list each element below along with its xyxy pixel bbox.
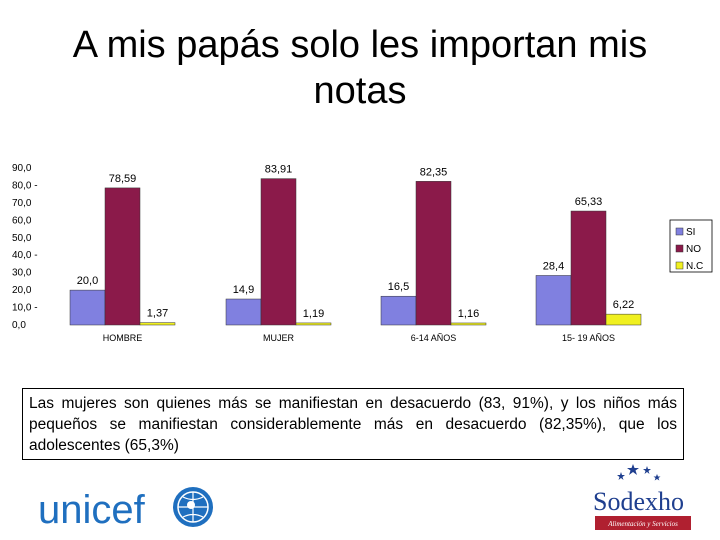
bar-no — [104, 187, 141, 326]
data-label: 16,5 — [388, 281, 409, 293]
category-label: MUJER — [263, 333, 294, 343]
category-label: 15- 19 AÑOS — [562, 333, 615, 343]
y-tick-label: 40,0 - — [12, 250, 38, 261]
legend-swatch-si — [675, 227, 684, 236]
unicef-logo-text: unicef — [38, 488, 146, 532]
bar-no — [415, 181, 452, 326]
bar-no — [570, 210, 607, 326]
y-tick-label: 0,0 — [12, 320, 26, 331]
data-label: 83,91 — [265, 164, 293, 176]
legend-swatch-nc — [675, 261, 684, 270]
unicef-emblem-icon — [173, 487, 213, 527]
data-label: 1,19 — [303, 308, 324, 320]
data-label: 14,9 — [233, 284, 254, 296]
data-label: 1,37 — [147, 308, 168, 320]
bar-nc — [295, 322, 332, 326]
data-label: 1,16 — [458, 308, 479, 320]
legend-label: N.C — [686, 261, 703, 272]
data-label: 28,4 — [543, 260, 564, 272]
page-title: A mis papás solo les importan mis notas — [72, 24, 648, 112]
bar-si — [535, 275, 572, 326]
bar-no — [260, 178, 297, 326]
bar-nc — [139, 322, 176, 326]
y-tick-label: 60,0 — [12, 215, 32, 226]
legend-label: SI — [686, 227, 695, 238]
legend-swatch-no — [675, 244, 684, 253]
data-label: 65,33 — [575, 196, 603, 208]
data-label: 20,0 — [77, 275, 98, 287]
data-label: 78,59 — [109, 173, 137, 185]
y-tick-label: 30,0 — [12, 268, 32, 279]
sodexho-logo-text: Sodexho — [593, 487, 684, 516]
legend-label: NO — [686, 244, 701, 255]
y-tick-label: 10,0 - — [12, 303, 38, 314]
sodexho-logo: Sodexho Alimentación y Servicios — [593, 464, 691, 530]
y-tick-label: 70,0 — [12, 198, 32, 209]
sodexho-tagline: Alimentación y Servicios — [607, 520, 678, 528]
category-label: 6-14 AÑOS — [411, 333, 457, 343]
category-label: HOMBRE — [103, 333, 143, 343]
y-tick-label: 50,0 — [12, 233, 32, 244]
chart-note: Las mujeres son quienes más se manifiest… — [22, 388, 684, 460]
bar-si — [225, 298, 262, 326]
bar-nc — [605, 313, 642, 326]
bar-nc — [450, 322, 487, 326]
y-tick-label: 80,0 - — [12, 180, 38, 191]
unicef-logo: unicef — [38, 487, 213, 532]
y-tick-label: 20,0 — [12, 285, 32, 296]
data-label: 6,22 — [613, 299, 634, 311]
data-label: 82,35 — [420, 166, 448, 178]
y-tick-label: 90,0 — [12, 163, 32, 174]
star-icon — [617, 464, 661, 481]
bar-chart: 0,0 10,0 - 20,0 30,0 40,0 - 50,0 60,0 70,0 80,0 … — [12, 163, 713, 343]
bar-si — [69, 289, 106, 326]
bar-si — [380, 295, 417, 326]
sodexho-tagline-bar — [595, 516, 691, 530]
